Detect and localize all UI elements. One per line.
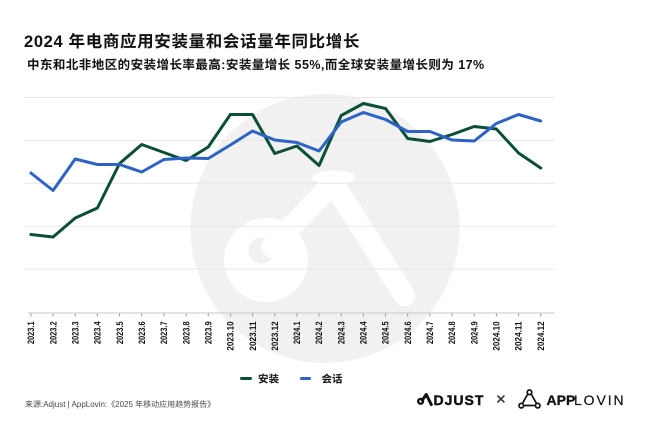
svg-text:2023.11: 2023.11	[248, 321, 258, 350]
svg-text:2023.5: 2023.5	[115, 321, 125, 344]
svg-text:2023.1: 2023.1	[26, 321, 36, 344]
svg-text:2024.3: 2024.3	[336, 321, 346, 344]
svg-text:2023.3: 2023.3	[70, 321, 80, 344]
svg-text:2024.2: 2024.2	[314, 321, 324, 344]
svg-text:会话: 会话	[322, 374, 343, 386]
svg-text:2023.8: 2023.8	[181, 321, 191, 344]
svg-text:2023.7: 2023.7	[159, 321, 169, 344]
svg-text:2024.6: 2024.6	[403, 321, 413, 344]
svg-text:2024.10: 2024.10	[492, 321, 502, 350]
svg-text:2023.2: 2023.2	[48, 321, 58, 344]
svg-text:2024.5: 2024.5	[381, 321, 391, 344]
svg-text:2023.10: 2023.10	[226, 321, 236, 350]
svg-text:安装: 安装	[258, 374, 279, 386]
svg-text:2024.9: 2024.9	[469, 321, 479, 344]
svg-text:DJUST: DJUST	[434, 392, 485, 408]
svg-text:LOVIN: LOVIN	[574, 392, 626, 408]
svg-text:2024.8: 2024.8	[447, 321, 457, 344]
svg-text:2023.9: 2023.9	[203, 321, 213, 344]
svg-text:2024.12: 2024.12	[536, 321, 546, 350]
svg-text:APP: APP	[547, 392, 576, 408]
svg-text:2024.4: 2024.4	[359, 321, 369, 344]
svg-text:2023.6: 2023.6	[137, 321, 147, 344]
svg-text:2024.1: 2024.1	[292, 321, 302, 344]
svg-text:2023.12: 2023.12	[270, 321, 280, 350]
svg-text:2024.7: 2024.7	[425, 321, 435, 344]
svg-text:来源:Adjust | AppLovin:《2025 年移动: 来源:Adjust | AppLovin:《2025 年移动应用趋势报告》	[25, 400, 215, 409]
svg-text:2023.4: 2023.4	[93, 321, 103, 344]
svg-text:2024.11: 2024.11	[514, 321, 524, 350]
